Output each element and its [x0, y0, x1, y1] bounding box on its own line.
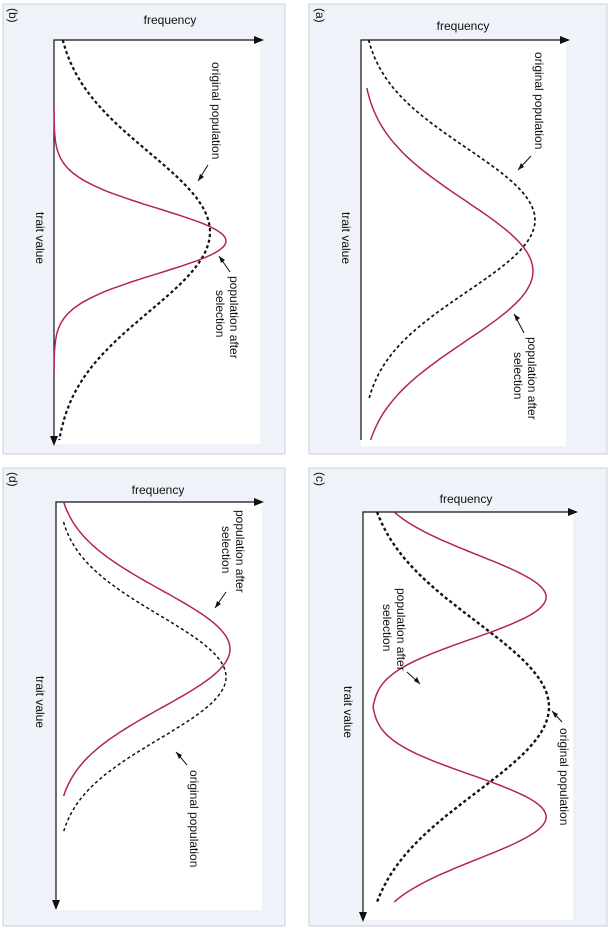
panel-a-frequency-arrowhead: [560, 36, 570, 44]
panel-c-frequency-arrowhead: [568, 508, 578, 516]
panel-b-after-pointer-head: [219, 256, 225, 263]
panel-b-original-pointer-head: [198, 174, 204, 181]
panel-c-letter: (c): [313, 472, 327, 486]
panel-b-original-curve: [58, 39, 212, 441]
panel-b-original-label: original population: [209, 62, 223, 159]
panel-a-plot-area: [361, 40, 566, 446]
panel-d-frequency-label: frequency: [132, 483, 185, 497]
panel-d-plot-area: [56, 502, 262, 910]
panel-d-original-label: original population: [187, 770, 201, 867]
panel-a: (a) frequency trait value original popul…: [308, 3, 608, 455]
panel-b-frequency-arrowhead: [254, 36, 264, 44]
panel-d-letter: (d): [6, 472, 20, 487]
panel-a-frequency-label: frequency: [437, 19, 490, 33]
panel-d-trait-label: trait value: [33, 676, 47, 728]
panel-c-axes: [362, 511, 570, 912]
panel-d-trait-arrowhead: [52, 900, 60, 910]
panel-b-plot-area: [54, 40, 260, 444]
panel-d-after-label-1: population after: [233, 510, 247, 593]
panel-c-trait-label: trait value: [341, 686, 355, 738]
panel-b-trait-arrowhead: [50, 436, 58, 446]
panel-c-plot-area: [363, 512, 573, 920]
panel-b-frequency-label: frequency: [144, 13, 197, 27]
panel-b-after-label-1: population after: [227, 276, 241, 359]
panel-c-after-label-1: population after: [394, 588, 408, 671]
panel-c-after-label-2: selection: [380, 604, 394, 651]
panel-c-after-pointer-head: [414, 677, 420, 684]
panel-d-axes: [55, 501, 256, 900]
panel-c-original-pointer-head: [552, 711, 558, 718]
panel-d-after-curve: [62, 501, 231, 797]
panel-d-after-pointer-head: [215, 601, 221, 608]
panel-b-letter: (b): [6, 8, 20, 23]
panel-c-after-curve: [372, 511, 547, 903]
panel-a-after-label-1: population after: [525, 337, 539, 420]
panel-a-original-label: original population: [532, 52, 546, 149]
panel-c: (c) frequency trait value original popul…: [308, 467, 608, 927]
panel-d: (d) frequency trait value original popul…: [2, 467, 286, 927]
panel-a-after-pointer-head: [514, 314, 520, 321]
panel-b: (b) frequency trait value original popul…: [2, 3, 286, 455]
panel-c-frequency-label: frequency: [440, 492, 493, 506]
panel-d-after-label-2: selection: [219, 526, 233, 573]
panel-c-trait-arrowhead: [359, 912, 367, 922]
panel-a-original-pointer-head: [518, 163, 524, 170]
panel-d-frequency-arrowhead: [254, 498, 264, 506]
panel-a-axes: [360, 39, 562, 440]
panel-a-original-curve: [367, 39, 536, 401]
panel-a-after-label-2: selection: [511, 352, 525, 399]
panel-b-trait-label: trait value: [33, 212, 47, 264]
panel-a-trait-label: trait value: [339, 212, 353, 264]
panel-b-after-curve: [53, 106, 227, 376]
panel-c-original-label: original population: [557, 728, 571, 825]
panel-a-after-curve: [366, 87, 534, 441]
panel-b-axes: [53, 39, 256, 436]
panel-a-letter: (a): [313, 8, 327, 23]
panel-d-original-pointer-head: [176, 752, 182, 759]
panel-b-after-label-2: selection: [213, 290, 227, 337]
